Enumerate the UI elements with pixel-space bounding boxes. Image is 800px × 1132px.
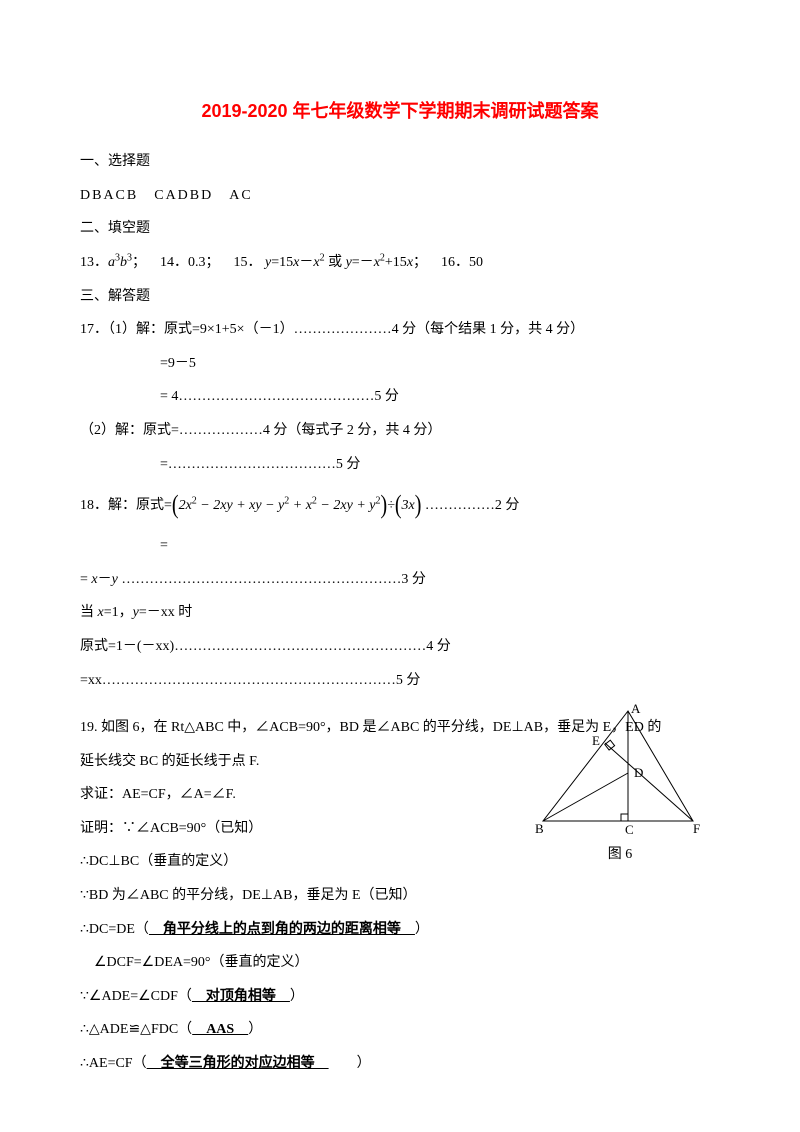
q19-block: 19. 如图 6，在 Rt△ABC 中，∠ACB=90°，BD 是∠ABC 的平… [80, 711, 720, 1081]
blank-1: 角平分线上的点到角的两边的距离相等 [149, 922, 415, 937]
q19-p9: ∴△ADE≌△FDC（ AAS ） [80, 1013, 720, 1047]
q17-line3: = 4……………………………………5 分 [80, 380, 720, 414]
figure-6: A B C F D E 图 6 [530, 701, 710, 872]
section-3-head: 三、解答题 [80, 280, 720, 314]
figure-caption: 图 6 [530, 838, 710, 872]
label-A: A [631, 701, 641, 716]
q18-line5: 原式=1－(－xx)………………………………………………4 分 [80, 630, 720, 664]
q18-line1: 18．解：原式=(2x2 − 2xy + xy − y2 + x2 − 2xy … [80, 481, 720, 529]
fill-blank-answers: 13．a3b3； 14．0.3； 15． y=15x－x2 或 y=－x2+15… [80, 246, 720, 280]
blank-3: AAS [192, 1022, 248, 1037]
mc-answers: DBACB CADBD AC [80, 179, 720, 213]
blank-4: 全等三角形的对应边相等 [147, 1056, 329, 1071]
section-1-head: 一、选择题 [80, 145, 720, 179]
q17-line1: 17．（1）解：原式=9×1+5×（－1）…………………4 分（每个结果 1 分… [80, 313, 720, 347]
label-B: B [535, 821, 544, 836]
q19-p6: ∴DC=DE（ 角平分线上的点到角的两边的距离相等 ） [80, 913, 720, 947]
q19-p10: ∴AE=CF（ 全等三角形的对应边相等 ） [80, 1047, 720, 1081]
q18-line6: =xx………………………………………………………5 分 [80, 664, 720, 698]
triangle-diagram: A B C F D E [533, 701, 708, 836]
q19-p8: ∵∠ADE=∠CDF（ 对顶角相等 ） [80, 980, 720, 1014]
label-D: D [634, 765, 643, 780]
q17-line2: =9－5 [80, 347, 720, 381]
label-F: F [693, 821, 700, 836]
q18-expr: (2x2 − 2xy + xy − y2 + x2 − 2xy + y2)÷(3… [172, 498, 422, 513]
q18-line4: 当 x=1，y=－xx 时 [80, 596, 720, 630]
section-2-head: 二、填空题 [80, 212, 720, 246]
q18-pre: 18．解：原式= [80, 498, 172, 513]
blank-2: 对顶角相等 [192, 989, 290, 1004]
label-C: C [625, 822, 634, 836]
q19-p5: ∵BD 为∠ABC 的平分线，DE⊥AB，垂足为 E（已知） [80, 879, 720, 913]
q18-line3: = x－y ……………………………………………………3 分 [80, 563, 720, 597]
page: 2019-2020 年七年级数学下学期期末调研试题答案 一、选择题 DBACB … [0, 0, 800, 1121]
q19-p7: ∠DCF=∠DEA=90°（垂直的定义） [80, 946, 720, 980]
doc-title: 2019-2020 年七年级数学下学期期末调研试题答案 [80, 90, 720, 133]
q17-line4: （2）解：原式=………………4 分（每式子 2 分，共 4 分） [80, 414, 720, 448]
q18-dots1: ……………2 分 [421, 498, 519, 513]
q13-16-text: 13．a3b3； 14．0.3； 15． y=15x－x2 或 y=－x2+15… [80, 255, 483, 270]
label-E: E [592, 733, 600, 748]
